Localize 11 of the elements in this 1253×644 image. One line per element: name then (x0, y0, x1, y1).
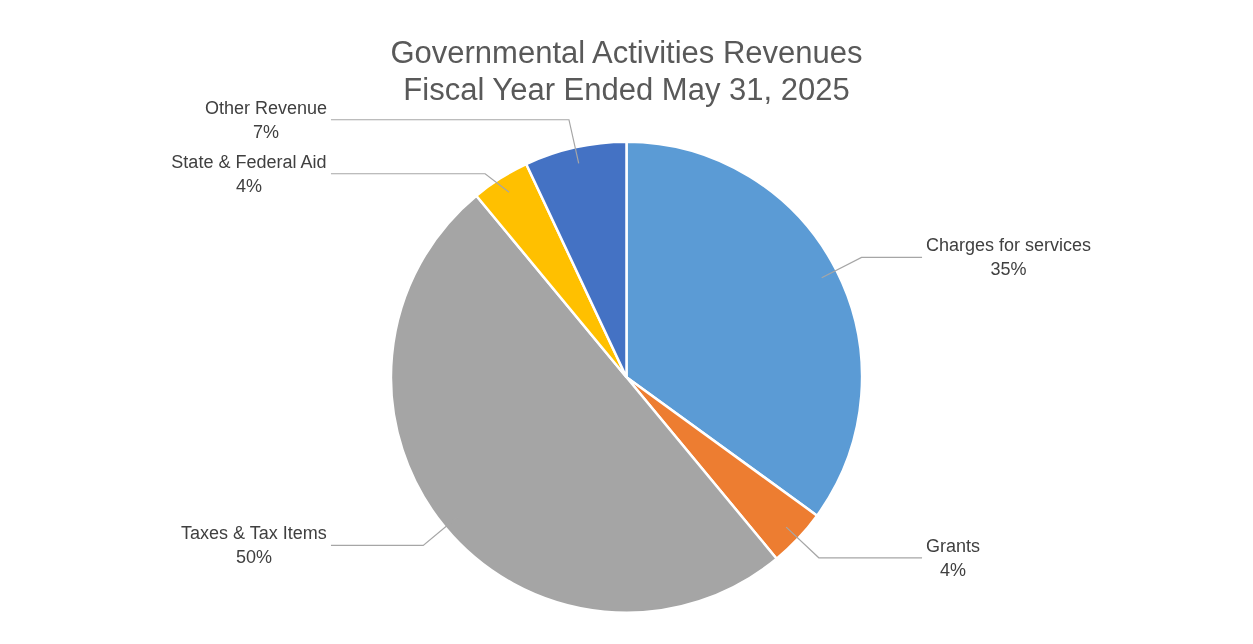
slice-label: Grants (926, 535, 981, 556)
slice-label: Charges for services (926, 235, 1092, 256)
data-label: 7% (252, 121, 279, 142)
data-label: 50% (235, 547, 272, 568)
slice-label: Taxes & Tax Items (181, 523, 327, 544)
data-label: 35% (990, 259, 1027, 280)
data-label: 4% (235, 175, 262, 196)
slice-label: State & Federal Aid (171, 151, 327, 172)
slice-label: Other Revenue (204, 97, 327, 118)
data-label: 4% (940, 559, 967, 580)
chart-title: Governmental Activities Revenues Fiscal Year Ended May 31, 2025 (390, 35, 863, 108)
